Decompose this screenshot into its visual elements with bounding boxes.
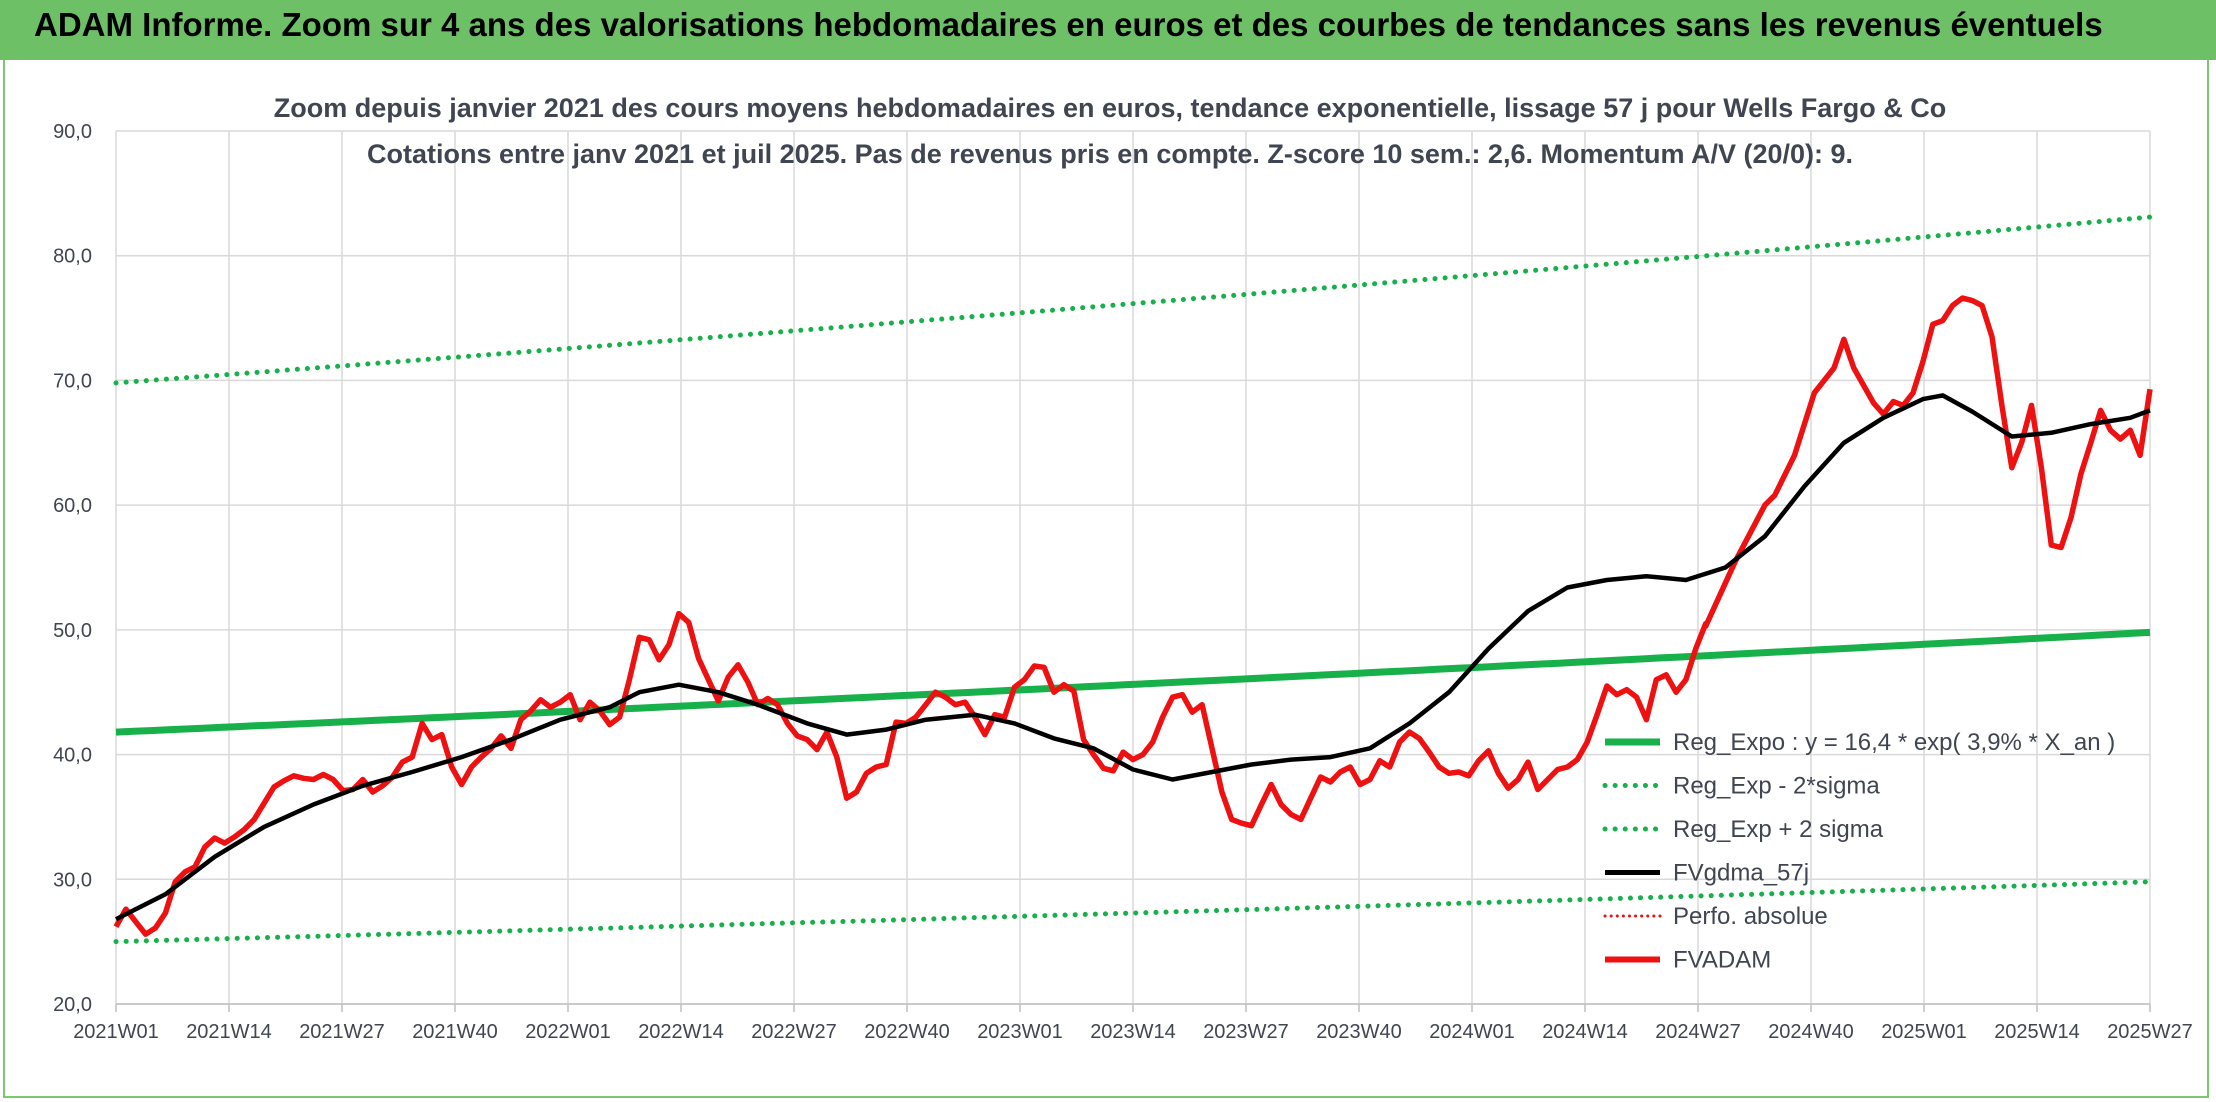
banner-title: ADAM Informe. Zoom sur 4 ans des valoris…	[34, 6, 2103, 43]
x-tick-label: 2023W40	[1316, 1021, 1402, 1043]
x-tick-label: 2021W40	[412, 1021, 498, 1043]
series-fvadam	[113, 295, 2153, 937]
x-tick-label: 2024W01	[1429, 1021, 1515, 1043]
x-tick-label: 2024W27	[1655, 1021, 1741, 1043]
y-tick-label: 20,0	[53, 994, 92, 1016]
series-reg-expo	[115, 628, 2151, 736]
x-tick-label: 2022W01	[525, 1021, 611, 1043]
legend-label: FVgdma_57j	[1673, 860, 1809, 887]
chart-panel	[3, 60, 2209, 1098]
x-tick-label: 2025W27	[2107, 1021, 2193, 1043]
legend-label: Reg_Expo : y = 16,4 * exp( 3,9% * X_an )	[1673, 729, 2115, 756]
x-tick-label: 2021W14	[186, 1021, 272, 1043]
chart-title: Zoom depuis janvier 2021 des cours moyen…	[274, 93, 1947, 123]
y-tick-label: 90,0	[53, 121, 92, 143]
y-tick-label: 40,0	[53, 745, 92, 767]
x-tick-label: 2025W14	[1994, 1021, 2080, 1043]
legend-label: FVADAM	[1673, 947, 1771, 974]
x-tick-label: 2023W14	[1090, 1021, 1176, 1043]
x-tick-label: 2025W01	[1881, 1021, 1967, 1043]
y-tick-label: 50,0	[53, 620, 92, 642]
x-tick-label: 2023W27	[1203, 1021, 1289, 1043]
legend-label: Reg_Exp + 2 sigma	[1673, 816, 1884, 843]
y-tick-label: 70,0	[53, 370, 92, 392]
chart-legend: Reg_Expo : y = 16,4 * exp( 3,9% * X_an )…	[1602, 729, 2115, 974]
x-tick-label: 2024W40	[1768, 1021, 1854, 1043]
chart-subtitle: Cotations entre janv 2021 et juil 2025. …	[367, 139, 1853, 169]
legend-label: Reg_Exp - 2*sigma	[1673, 773, 1880, 800]
series-reg-exp-plus-2-sigma	[113, 214, 2153, 386]
chart-axes: 20,0 30,0 40,0 50,0 60,0 70,0 80,0 90,0 2021W01 2…	[53, 121, 2193, 1043]
y-tick-label: 80,0	[53, 246, 92, 268]
x-tick-label: 2023W01	[977, 1021, 1063, 1043]
x-tick-label: 2022W40	[864, 1021, 950, 1043]
y-tick-label: 30,0	[53, 869, 92, 891]
y-tick-label: 60,0	[53, 495, 92, 517]
x-tick-label: 2022W27	[751, 1021, 837, 1043]
series-reg-exp-minus-2-sigma	[113, 879, 2153, 945]
x-tick-label: 2022W14	[638, 1021, 724, 1043]
legend-label: Perfo. absolue	[1673, 903, 1828, 930]
series-fvgdma-57j	[114, 393, 2151, 922]
chart-series	[113, 214, 2153, 945]
x-tick-label: 2021W01	[73, 1021, 159, 1043]
report-banner: ADAM Informe. Zoom sur 4 ans des valoris…	[0, 0, 2216, 60]
x-tick-label: 2021W27	[299, 1021, 385, 1043]
x-tick-label: 2024W14	[1542, 1021, 1628, 1043]
chart-grid	[115, 130, 2151, 1005]
